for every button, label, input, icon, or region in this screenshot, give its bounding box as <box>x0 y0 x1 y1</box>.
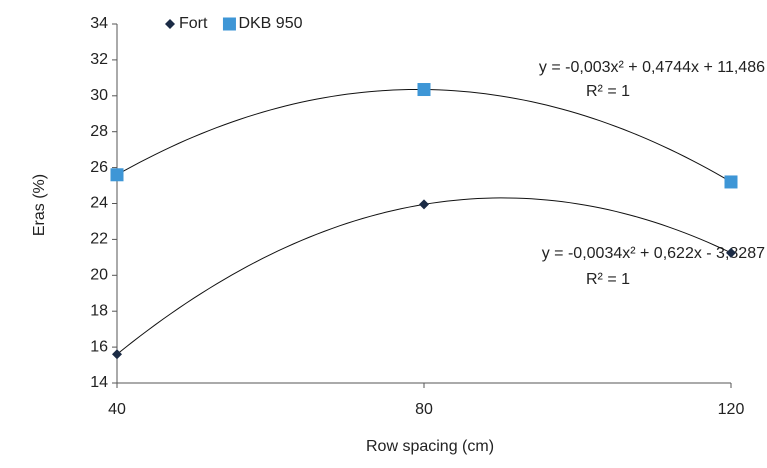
y-tick-label: 34 <box>90 15 108 32</box>
equation: y = -0,003x² + 0,4744x + 11,486 <box>539 59 765 76</box>
x-tick-label: 120 <box>718 401 745 418</box>
y-tick-label: 30 <box>90 87 108 104</box>
marker <box>112 349 122 360</box>
trendline <box>116 88 732 183</box>
y-tick-label: 26 <box>90 159 108 176</box>
legend-label: Fort <box>179 15 208 32</box>
legend-marker <box>222 17 236 31</box>
y-tick-label: 24 <box>90 195 108 212</box>
marker <box>419 199 429 210</box>
x-tick-label: 40 <box>108 401 126 418</box>
marker <box>726 247 736 258</box>
equation: y = -0,0034x² + 0,622x - 3,8287 <box>542 245 765 262</box>
y-axis-label: Eras (%) <box>31 174 48 236</box>
marker <box>417 83 431 97</box>
trendline <box>116 197 732 355</box>
marker <box>724 175 738 189</box>
y-tick-label: 14 <box>90 374 108 391</box>
x-axis-label: Row spacing (cm) <box>366 438 494 455</box>
y-tick-label: 18 <box>90 302 108 319</box>
r-squared: R² = 1 <box>586 83 630 100</box>
y-tick-label: 32 <box>90 51 108 68</box>
y-tick-label: 16 <box>90 338 108 355</box>
legend-marker <box>165 19 175 29</box>
y-tick-label: 20 <box>90 267 108 284</box>
y-tick-label: 22 <box>90 231 108 248</box>
x-tick-label: 80 <box>415 401 433 418</box>
legend-label: DKB 950 <box>238 15 302 32</box>
marker <box>110 168 124 182</box>
r-squared: R² = 1 <box>586 271 630 288</box>
y-tick-label: 28 <box>90 123 108 140</box>
